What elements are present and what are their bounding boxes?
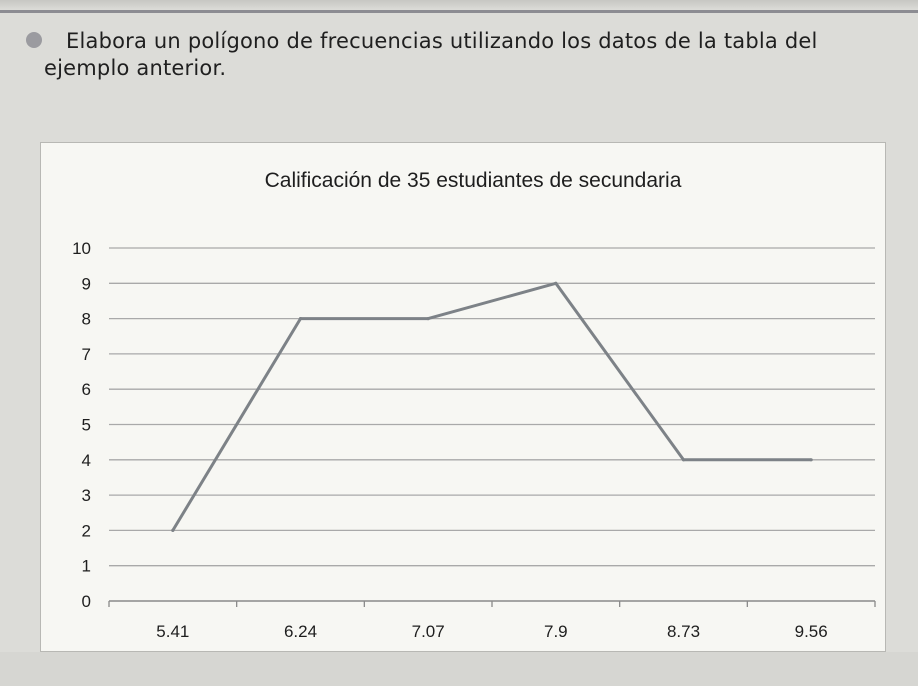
y-tick-label: 10 (72, 239, 91, 258)
x-tick-label: 7.07 (412, 622, 445, 641)
instruction-text: Elabora un polígono de frecuencias utili… (44, 29, 818, 80)
y-tick-label: 3 (82, 486, 91, 505)
y-tick-label: 6 (82, 380, 91, 399)
x-tick-label: 6.24 (284, 622, 317, 641)
y-tick-label: 1 (82, 557, 91, 576)
y-tick-label: 9 (82, 274, 91, 293)
x-tick-label: 7.9 (544, 622, 568, 641)
series-line (171, 281, 812, 532)
bullet-icon (26, 32, 42, 48)
frequency-polygon-chart: Calificación de 35 estudiantes de secund… (72, 169, 876, 641)
x-tick-label: 8.73 (667, 622, 700, 641)
chart-title: Calificación de 35 estudiantes de secund… (265, 169, 682, 192)
data-point (426, 317, 430, 321)
y-tick-label: 4 (82, 451, 91, 470)
x-tick-label: 5.41 (156, 622, 189, 641)
top-rule (0, 0, 918, 10)
data-point (809, 458, 813, 462)
y-tick-label: 5 (82, 416, 91, 435)
y-tick-label: 7 (82, 345, 91, 364)
data-point (171, 528, 175, 532)
page-background-bottom (0, 652, 918, 686)
y-tick-label: 0 (82, 592, 91, 611)
series-layer (171, 281, 813, 532)
y-tick-labels: 0 1 2 3 4 5 6 7 8 9 10 (72, 239, 91, 611)
x-axis (108, 600, 876, 607)
data-point (298, 317, 303, 321)
y-tick-label: 8 (82, 310, 91, 329)
top-rule-line (0, 10, 918, 13)
data-point (554, 281, 558, 285)
x-tick-labels: 5.41 6.24 7.07 7.9 8.73 9.56 (156, 622, 827, 641)
x-tick-label: 9.56 (795, 622, 828, 641)
chart-frame: Calificación de 35 estudiantes de secund… (40, 142, 886, 652)
y-tick-label: 2 (82, 521, 91, 540)
grid-lines (109, 247, 875, 567)
data-point (681, 458, 686, 462)
